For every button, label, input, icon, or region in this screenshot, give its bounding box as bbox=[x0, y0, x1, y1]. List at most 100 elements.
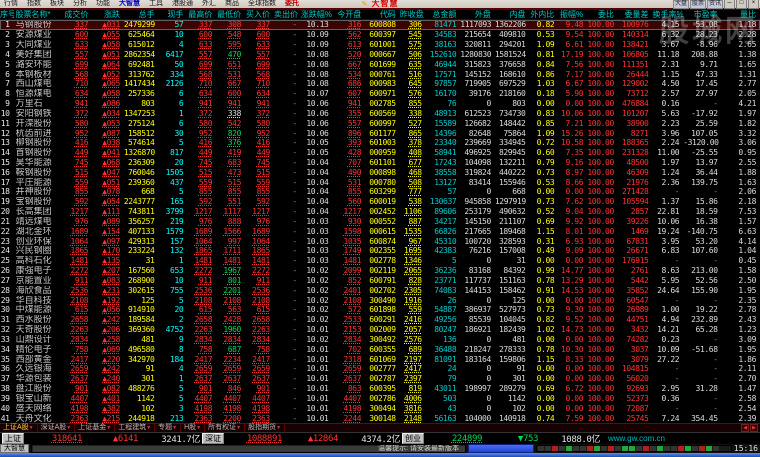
column-header-7[interactable]: 最低价 bbox=[217, 10, 242, 19]
table-row[interactable]: 29 华自科技 2108 ▲192 125 5 2108 2108 2108-10.02 2108… bbox=[0, 295, 760, 305]
tab-5[interactable]: H股▼ bbox=[181, 424, 206, 432]
index-label[interactable]: 创业 bbox=[402, 433, 424, 444]
table-row[interactable]: 30 中煤能源 615 ▲056 914910 20 615 563 615 -10.02 572 6… bbox=[0, 305, 760, 315]
table-row[interactable]: 16 鞍钢股份 515 ▲047 760046 1505 515 473 515 -10.04 49… bbox=[0, 167, 760, 177]
table-row[interactable]: 35 西部黄金 2417 ▲220 342970 184 2417 2234 2417-10.0… bbox=[0, 354, 760, 364]
restore-button[interactable]: □ bbox=[736, 0, 747, 9]
column-header-9[interactable]: 卖出价 bbox=[273, 10, 298, 19]
column-header-0[interactable]: 序号 bbox=[0, 10, 14, 19]
menu-item-9[interactable]: 商品 bbox=[225, 0, 239, 7]
column-header-2[interactable]: 成交价 bbox=[64, 10, 89, 19]
table-row[interactable]: 24 兴民钢圈 1865 ▲170 233224 132 1865 1711 1865 -10.0… bbox=[0, 246, 760, 256]
table-row[interactable]: 15 昊华能源 745 ▲068 236309 20 745 683 745 -10.04 707 6… bbox=[0, 158, 760, 168]
column-header-11[interactable]: 今开盘 bbox=[337, 10, 362, 19]
cell: -25.55 bbox=[691, 148, 718, 158]
table-row[interactable]: 34 精伦电子 758 ▲069 496580 8 758 687 758 -10.01 702 60… bbox=[0, 344, 760, 354]
table-row[interactable]: 21 靖远煤电 976 ▲089 356257 219 976 888 976 -10.03 930… bbox=[0, 217, 760, 227]
table-row[interactable]: 1 马钢股份 337 ▲031 2479299 57 337 308 337 -10.13 316 6… bbox=[0, 20, 760, 30]
tab-6[interactable]: 所有权证▼ bbox=[205, 424, 246, 432]
menu-item-7[interactable]: 港股通 bbox=[172, 0, 193, 7]
menu-item-1[interactable]: 指数 bbox=[27, 0, 41, 7]
column-header-20[interactable]: 委量差 bbox=[624, 10, 649, 19]
column-header-16[interactable]: 内盘 bbox=[509, 10, 526, 19]
table-row[interactable]: 4 美好集团 557 ▲051 2862354 6417 557 470 557 -10.08 52… bbox=[0, 49, 760, 59]
table-row[interactable]: 3 大同煤业 633 ▲058 615012 4 633 595 633 -10.09 613 601… bbox=[0, 40, 760, 50]
table-row[interactable]: 40 盛天网络 4198 ▲382 102 3 4198 4198 4198-10.01 4198… bbox=[0, 403, 760, 413]
table-row[interactable]: 19 宝钢股份 592 ▲054 2243777 165 592 551 592 -10.04 56… bbox=[0, 197, 760, 207]
index-label[interactable]: 深证 bbox=[202, 433, 224, 444]
column-header-5[interactable]: 现手 bbox=[167, 10, 184, 19]
column-header-4[interactable]: 总手 bbox=[138, 10, 155, 19]
menu-item-3[interactable]: 分析 bbox=[73, 0, 87, 7]
tab-4[interactable]: 专题▼ bbox=[155, 424, 182, 432]
menu-item-8[interactable]: 外汇 bbox=[202, 0, 216, 7]
column-header-18[interactable]: 振幅% bbox=[560, 10, 584, 19]
table-row[interactable]: 25 高科石化 1481 ▲135 31 1 1481 1481 1481-10.03 1481 0… bbox=[0, 256, 760, 266]
table-row[interactable]: 9 万里石 941 ▲086 803 6 941 941 941-10.06 941 002785 8… bbox=[0, 99, 760, 109]
quick-button-0[interactable]: 大盘 bbox=[672, 0, 689, 9]
menu-item-0[interactable]: 行情 bbox=[4, 0, 18, 7]
column-header-8[interactable]: 买入价 bbox=[245, 10, 270, 19]
table-row[interactable]: 27 京能置业 911 ▲083 268900 10 911 801 911 -10.02 852 6… bbox=[0, 276, 760, 286]
index-label[interactable]: 上证 bbox=[2, 433, 24, 444]
menu-item-11[interactable]: 委托 bbox=[285, 0, 299, 7]
table-row[interactable]: 31 西水股份 2658 ▲242 189584 2 2658 2428 2658 -10.02 2… bbox=[0, 315, 760, 325]
menu-item-5[interactable]: 大智慧 bbox=[119, 0, 140, 7]
quick-button-1[interactable]: 股票 bbox=[689, 0, 706, 9]
table-row[interactable]: 14 首钢股份 449 ▲041 1326870 817 449 419 449 -10.05 42… bbox=[0, 148, 760, 158]
menu-item-10[interactable]: 全球指数 bbox=[248, 0, 276, 7]
column-header-3[interactable]: 涨跌 bbox=[104, 10, 121, 19]
table-row[interactable]: 11 开滦股份 580 ▲053 275124 6 580 542 580 -10.06 557 60… bbox=[0, 118, 760, 128]
tab-1[interactable]: 深证A股▼ bbox=[38, 424, 76, 432]
column-header-1[interactable]: 股票名称* bbox=[15, 10, 51, 19]
tab-3[interactable]: 工程建筑▼ bbox=[115, 424, 156, 432]
close-button[interactable]: × bbox=[748, 0, 759, 9]
tab-0[interactable]: 上证A股▼ bbox=[0, 424, 38, 432]
table-row[interactable]: 5 潞安环能 699 ▲064 692481 50 699 651 699 -10.08 667 60… bbox=[0, 59, 760, 69]
table-row[interactable]: 23 创业环保 1064 ▲097 429313 157 1064 997 1064 -10.03… bbox=[0, 236, 760, 246]
table-row[interactable]: 18 井神股份 855 ▲078 668 5 855 855 855-10.04 855 60329… bbox=[0, 187, 760, 197]
table-row[interactable]: 20 长高集团 1217 ▲111 743811 3799 1217 1117 1217 -10.… bbox=[0, 207, 760, 217]
tab-scroll-right-icon[interactable]: ▶ bbox=[750, 424, 758, 432]
table-row[interactable]: 38 盘江股份 901 ▲082 488276 5 901 846 901 -10.01 863 60… bbox=[0, 384, 760, 394]
table-row[interactable]: 22 湖北金环 1689 ▲154 407133 1579 1689 1566 1689 -10.… bbox=[0, 226, 760, 236]
table-row[interactable]: 8 恒源煤电 634 ▲058 257336 6 634 600 634 -10.07 607 600… bbox=[0, 89, 760, 99]
heat-segment bbox=[678, 446, 684, 451]
table-row[interactable]: 28 海欣食品 2536 ▲231 302615 755 2536 2201 2536 -10.0… bbox=[0, 285, 760, 295]
table-row[interactable]: 32 天奇股份 2263 ▲206 369360 4752 2263 1960 2263 -10.… bbox=[0, 325, 760, 335]
site-link[interactable]: www.gw.com.cn bbox=[608, 434, 665, 443]
menu-item-6[interactable]: 工具 bbox=[149, 0, 163, 7]
column-header-13[interactable]: 昨收盘 bbox=[399, 10, 424, 19]
table-row[interactable]: 7 西山煤电 710 ▲065 1417434 2126 710 667 710 -10.08 68… bbox=[0, 79, 760, 89]
column-header-6[interactable]: 最高价 bbox=[188, 10, 213, 19]
tab-2[interactable]: 上证基金▼ bbox=[75, 424, 116, 432]
table-row[interactable]: 36 久远银海 2659 ▲242 91 4 2659 2659 2659-10.01 2659 0… bbox=[0, 364, 760, 374]
table-row[interactable]: 10 安阳钢铁 372 ▲034 1347253 1 372 338 372-10.06 355 6… bbox=[0, 108, 760, 118]
column-header-23[interactable]: 量比 bbox=[740, 10, 756, 19]
table-row[interactable]: 12 杭齿前进 952 ▲087 158512 30 952 820 952 -10.06 896 6… bbox=[0, 128, 760, 138]
table-row[interactable]: 2 安源煤业 600 ▲055 625464 10 600 548 600 -10.09 562 60… bbox=[0, 30, 760, 40]
table-row[interactable]: 26 康强电子 2272 ▲207 167560 653 2272 1967 2272 -10.0… bbox=[0, 266, 760, 276]
tab-scroll-left-icon[interactable]: ◀ bbox=[741, 424, 750, 432]
menu-item-4[interactable]: 功能 bbox=[96, 0, 110, 7]
column-header-21[interactable]: 换手率% bbox=[652, 10, 684, 19]
column-header-10[interactable]: 涨跌幅% bbox=[300, 10, 333, 19]
table-row[interactable]: 13 柳钢股份 416 ▲038 574614 5 416 376 416 -10.05 393 60… bbox=[0, 138, 760, 148]
quick-button-2[interactable]: 资讯 bbox=[706, 0, 723, 9]
table-row[interactable]: 41 天舟文化 2363 ▲215 244918 213 2363 2200 2363 -10.0… bbox=[0, 413, 760, 423]
tab-7[interactable]: 股指期货▼ bbox=[245, 424, 286, 432]
notice-app-chip[interactable]: 大智慧 bbox=[0, 444, 29, 453]
table-row[interactable]: 33 山鼎设计 2834 ▲258 481 9 2834 2834 2834-10.02 2834… bbox=[0, 335, 760, 345]
column-header-15[interactable]: 外盘 bbox=[474, 10, 491, 19]
column-header-14[interactable]: 总金额 bbox=[432, 10, 457, 19]
table-row[interactable]: 17 平庄能源 559 ▲051 239360 437 559 515 559 -10.04 531… bbox=[0, 177, 760, 187]
menu-item-2[interactable]: 板块 bbox=[50, 0, 64, 7]
table-row[interactable]: 39 银宝山新 4407 ▲401 1142 5 4407 4407 4407-10.01 440… bbox=[0, 393, 760, 403]
column-header-19[interactable]: 委比 bbox=[597, 10, 614, 19]
column-header-22[interactable]: 市盈率 bbox=[693, 10, 718, 19]
column-header-17[interactable]: 外内比 bbox=[530, 10, 555, 19]
minimize-button[interactable]: ─ bbox=[724, 0, 735, 9]
table-row[interactable]: 37 华源包装 2637 ▲240 301 1 2637 2637 2637-10.01 2637… bbox=[0, 374, 760, 384]
table-row[interactable]: 6 本钢板材 568 ▲052 313762 334 568 531 568 -10.08 534 0… bbox=[0, 69, 760, 79]
column-header-12[interactable]: 代码 bbox=[379, 10, 396, 19]
